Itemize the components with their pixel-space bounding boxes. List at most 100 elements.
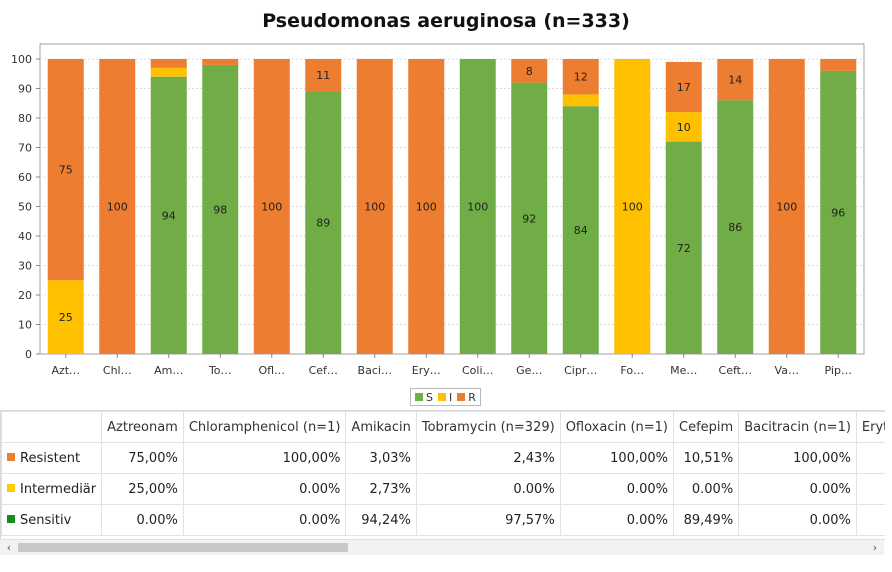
data-label: 98 bbox=[213, 203, 227, 216]
legend-item-r: R bbox=[457, 391, 476, 404]
table-cell: 0.00% bbox=[101, 504, 184, 536]
bar-s bbox=[820, 70, 857, 355]
x-tick-label: Chl… bbox=[103, 364, 132, 377]
x-tick-label: Ery… bbox=[412, 364, 441, 377]
y-tick-label: 50 bbox=[18, 201, 32, 214]
legend-swatch bbox=[457, 393, 466, 401]
x-tick-label: Fo… bbox=[620, 364, 644, 377]
y-tick-label: 60 bbox=[18, 171, 32, 184]
scroll-left-arrow[interactable]: ‹ bbox=[6, 541, 12, 554]
bar-r bbox=[253, 59, 290, 354]
bar-s bbox=[665, 141, 702, 354]
table-column-header[interactable]: Ofloxacin (n=1) bbox=[559, 411, 675, 443]
legend-label: R bbox=[468, 390, 476, 404]
table-cell: 75,00% bbox=[101, 442, 184, 474]
table-cell bbox=[855, 504, 885, 536]
table-cell: 0.00% bbox=[738, 473, 857, 505]
table-row: Intermediär 25,00% 0.00% 2,73% 0.00% 0.00% 0.0… bbox=[1, 473, 885, 505]
row-label: Intermediär bbox=[20, 481, 97, 497]
data-label: 96 bbox=[831, 206, 845, 219]
bar-r bbox=[408, 59, 445, 354]
bar-r bbox=[820, 59, 857, 71]
table-cell bbox=[855, 442, 885, 474]
chart-title: Pseudomonas aeruginosa (n=333) bbox=[262, 10, 630, 32]
data-label: 10 bbox=[677, 121, 691, 134]
bar-r bbox=[562, 59, 599, 95]
table-row-header: Sensitiv bbox=[1, 504, 103, 536]
y-tick-label: 90 bbox=[18, 83, 32, 96]
table-column-header[interactable]: Bacitracin (n=1) bbox=[738, 411, 857, 443]
table-column-header[interactable]: Chloramphenicol (n=1) bbox=[182, 411, 347, 443]
table-cell bbox=[855, 473, 885, 505]
x-tick-label: To… bbox=[208, 364, 232, 377]
data-label: 8 bbox=[526, 65, 533, 78]
bar-s bbox=[305, 91, 342, 354]
y-tick-label: 70 bbox=[18, 142, 32, 155]
x-tick-label: Azt… bbox=[51, 364, 80, 377]
table-column-header[interactable]: Tobramycin (n=329) bbox=[415, 411, 561, 443]
data-label: 17 bbox=[677, 81, 691, 94]
bar-s bbox=[459, 59, 496, 354]
bar-r bbox=[99, 59, 136, 354]
x-tick-label: Cef… bbox=[309, 364, 338, 377]
bar-i bbox=[614, 59, 651, 354]
y-tick-label: 80 bbox=[18, 112, 32, 125]
bar-r bbox=[665, 61, 702, 113]
data-label: 100 bbox=[467, 201, 488, 214]
data-label: 14 bbox=[728, 74, 742, 87]
y-tick-label: 100 bbox=[11, 53, 32, 66]
legend-swatch bbox=[437, 393, 446, 401]
bar-s bbox=[562, 106, 599, 354]
data-label: 100 bbox=[107, 201, 128, 214]
table-cell: 100,00% bbox=[559, 442, 675, 474]
bar-r bbox=[202, 59, 239, 65]
x-tick-label: Ofl… bbox=[258, 364, 285, 377]
y-tick-label: 0 bbox=[25, 348, 32, 361]
y-tick-label: 20 bbox=[18, 289, 32, 302]
table-row: Resistent 75,00% 100,00% 3,03% 2,43% 100,00% 1… bbox=[1, 442, 885, 474]
data-label: 12 bbox=[574, 71, 588, 84]
legend-label: I bbox=[448, 390, 453, 404]
data-label: 72 bbox=[677, 242, 691, 255]
table-column-header[interactable]: Amikacin bbox=[345, 411, 417, 443]
table-cell: 97,57% bbox=[415, 504, 561, 536]
table-cell: 0.00% bbox=[182, 504, 347, 536]
row-label: Sensitiv bbox=[20, 512, 72, 528]
bar-i bbox=[47, 280, 84, 354]
table-cell: 100,00% bbox=[182, 442, 347, 474]
row-color-marker bbox=[7, 484, 15, 492]
table-header-row: Aztreonam Chloramphenicol (n=1) Amikacin To… bbox=[1, 411, 885, 443]
data-label: 94 bbox=[162, 209, 176, 222]
row-color-marker bbox=[7, 453, 15, 461]
data-label: 92 bbox=[522, 212, 536, 225]
scrollbar-thumb[interactable] bbox=[18, 543, 348, 552]
data-label: 100 bbox=[622, 201, 643, 214]
horizontal-scrollbar[interactable]: ‹ › bbox=[0, 539, 884, 555]
table-row-header: Intermediär bbox=[1, 473, 103, 505]
data-label: 86 bbox=[728, 221, 742, 234]
bar-r bbox=[150, 59, 187, 68]
stacked-bar-chart: 0 10 20 30 40 50 60 70 80 90 100 25 100 10 94 98 89 100 92… bbox=[11, 43, 865, 377]
bar-i bbox=[665, 112, 702, 142]
bar-s bbox=[511, 82, 548, 354]
y-tick-label: 40 bbox=[18, 230, 32, 243]
legend-item-i: I bbox=[437, 390, 453, 404]
data-label: 89 bbox=[316, 217, 330, 230]
x-tick-label: Am… bbox=[154, 364, 183, 377]
x-tick-label: Va… bbox=[775, 364, 799, 377]
row-color-marker bbox=[7, 515, 15, 523]
y-tick-label: 10 bbox=[18, 319, 32, 332]
table-column-header[interactable]: Aztreonam bbox=[101, 411, 184, 443]
table-column-header[interactable]: Erythro bbox=[855, 411, 885, 443]
data-table: Aztreonam Chloramphenicol (n=1) Amikacin To… bbox=[1, 411, 885, 536]
data-label: 100 bbox=[364, 201, 385, 214]
table-column-header[interactable]: Cefepim bbox=[672, 411, 740, 443]
bar-r bbox=[356, 59, 393, 354]
bar-s bbox=[717, 100, 754, 354]
data-table-container: Aztreonam Chloramphenicol (n=1) Amikacin To… bbox=[0, 410, 885, 540]
bar-r bbox=[511, 59, 548, 83]
scroll-right-arrow[interactable]: › bbox=[872, 541, 878, 554]
x-tick-label: Ceft… bbox=[719, 364, 752, 377]
bar-r bbox=[717, 59, 754, 101]
table-cell: 0.00% bbox=[672, 473, 740, 505]
